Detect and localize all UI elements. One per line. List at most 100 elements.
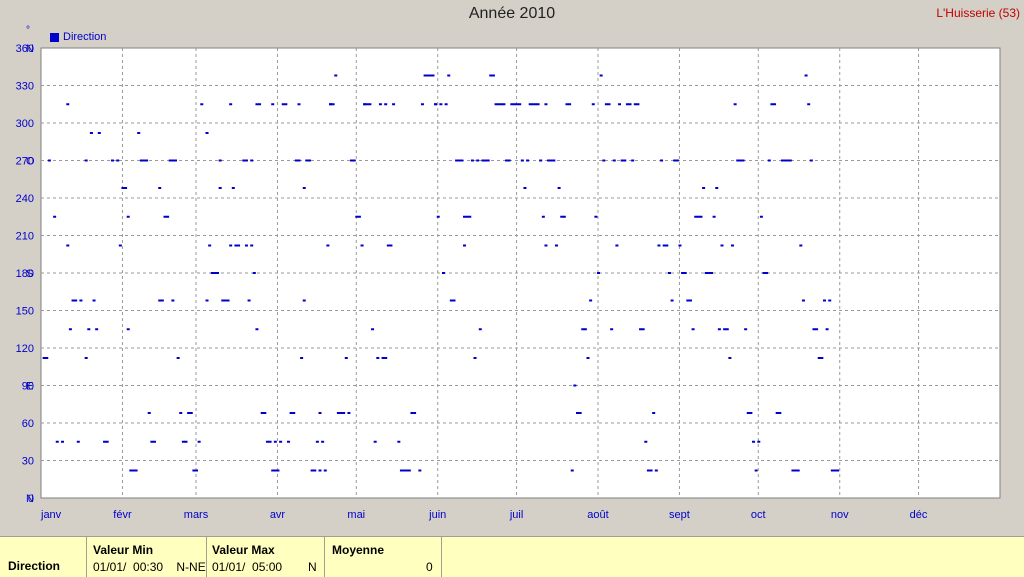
data-point [654,469,658,472]
data-point [250,159,254,162]
data-point [520,159,524,162]
data-point [673,159,677,162]
data-point [294,159,298,162]
data-point [160,299,164,302]
data-point [265,440,269,443]
y-tick-label: 360 [16,43,34,55]
data-point [368,103,372,106]
data-point [786,159,790,162]
y-cardinal-label: N [26,493,34,505]
data-point [678,244,682,247]
data-point [657,244,661,247]
data-point [281,103,285,106]
data-point [352,159,356,162]
data-point [357,215,361,218]
data-point [360,244,364,247]
scatter-plot: 0N306090E120150180S210240270O300330360N … [16,43,1001,521]
data-point [284,103,288,106]
data-point [389,244,393,247]
data-point [615,244,619,247]
data-point [255,103,259,106]
data-point [307,159,311,162]
data-point [173,159,177,162]
data-point [300,357,304,359]
data-point [145,159,149,162]
y-cardinal-label: S [26,268,33,280]
data-point [720,244,724,247]
data-point [347,412,351,414]
data-point [384,103,388,106]
data-points [42,74,840,472]
data-point [334,74,338,77]
data-point [639,328,643,331]
x-tick-label: févr [113,509,132,521]
data-point [273,440,277,443]
data-point [305,159,309,162]
data-point [463,244,467,247]
data-point [665,244,669,247]
data-point [568,103,572,106]
data-point [812,328,816,331]
data-point [752,440,756,443]
data-point [365,103,369,106]
data-point [273,469,277,472]
data-point [470,159,474,162]
chart-title: Année 2010 [468,5,556,22]
data-point [681,272,685,274]
data-point [168,159,172,162]
data-point [507,159,511,162]
x-tick-label: oct [751,509,766,521]
data-point [252,272,256,274]
data-point [815,328,819,331]
data-point [150,440,154,443]
data-point [623,159,627,162]
data-point [484,159,488,162]
data-point [371,328,375,331]
y-tick-label: 180 [16,268,34,280]
data-point [767,159,771,162]
data-point [723,328,727,331]
data-point [796,469,800,472]
data-point [378,103,382,106]
data-point [179,412,183,414]
y-tick-label: 90 [22,381,34,393]
data-point [142,159,146,162]
data-point [573,384,577,387]
data-point [244,244,248,247]
data-point [728,357,732,359]
data-point [92,299,96,302]
data-point [733,103,737,106]
x-tick-label: juil [509,509,523,521]
data-point [221,299,225,302]
data-point [260,412,264,414]
data-point [302,187,306,189]
data-point [539,159,543,162]
data-point [822,299,826,302]
data-point [660,159,664,162]
data-point [544,103,548,106]
x-tick-label: janv [40,509,62,521]
data-point [231,187,235,189]
data-point [565,103,569,106]
data-point [528,103,532,106]
y-tick-label: 150 [16,306,34,318]
data-point [602,159,606,162]
data-point [807,103,811,106]
data-point [318,412,322,414]
data-point [691,328,695,331]
data-point [463,215,467,218]
data-point [486,159,490,162]
y-tick-label: 300 [16,118,34,130]
data-point [84,357,88,359]
station-name: L'Huisserie (53) [936,6,1020,20]
data-point [297,103,301,106]
x-axis: janv févr mars avr mai juin juil août sept oct nov… [40,509,928,521]
data-point [84,159,88,162]
x-tick-label: nov [831,509,849,521]
data-point [620,159,624,162]
data-point [223,299,227,302]
data-point [612,159,616,162]
y-tick-label: 240 [16,193,34,205]
data-point [541,215,545,218]
data-point [741,159,745,162]
